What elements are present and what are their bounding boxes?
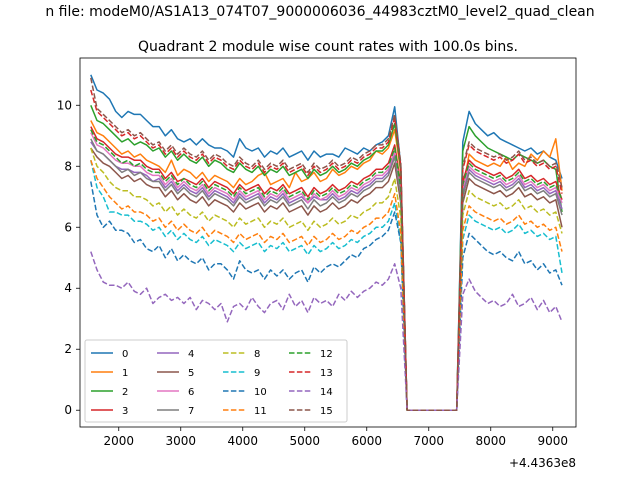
plot-frame	[79, 57, 577, 428]
figure-suptitle: n file: modeM0/AS1A13_074T07_9000006036_…	[45, 4, 594, 20]
x-tick-label: 7000	[413, 434, 444, 448]
series-line-13	[90, 89, 563, 411]
x-tick-label: 8000	[475, 434, 506, 448]
legend-label-2: 2	[122, 387, 128, 398]
series-line-1	[90, 120, 563, 411]
legend-label-10: 10	[254, 387, 267, 398]
x-tick-label: 4000	[227, 434, 258, 448]
x-tick-label: 3000	[165, 434, 196, 448]
legend-label-15: 15	[320, 406, 333, 417]
legend-label-3: 3	[122, 406, 128, 417]
x-tick-label: 6000	[351, 434, 382, 448]
series-line-6	[90, 132, 563, 411]
y-tick-label: 8	[64, 159, 72, 173]
x-tick-label: 5000	[289, 434, 320, 448]
y-tick-label: 0	[64, 403, 72, 417]
series-line-2	[90, 105, 563, 411]
series-line-9	[90, 160, 563, 411]
series-line-8	[90, 147, 563, 411]
series-line-0	[90, 74, 563, 411]
series-line-4	[90, 141, 563, 411]
series-line-12	[90, 129, 563, 411]
legend-label-12: 12	[320, 349, 333, 360]
x-tick-label: 9000	[537, 434, 568, 448]
y-tick-label: 2	[64, 342, 72, 356]
series-line-10	[90, 181, 563, 411]
legend-label-0: 0	[122, 349, 128, 360]
legend-label-8: 8	[254, 349, 260, 360]
legend-label-1: 1	[122, 368, 128, 379]
legend-label-11: 11	[254, 406, 267, 417]
y-tick-label: 10	[57, 98, 72, 112]
legend-label-7: 7	[188, 406, 194, 417]
series-line-3	[90, 126, 563, 411]
chart-title: Quadrant 2 module wise count rates with …	[138, 39, 518, 55]
plot-lines	[90, 74, 563, 411]
series-line-11	[90, 159, 563, 411]
y-tick-label: 4	[64, 281, 72, 295]
series-line-14	[90, 251, 563, 411]
legend-label-6: 6	[188, 387, 194, 398]
x-offset-label: +4.4363e8	[509, 456, 576, 470]
series-line-5	[90, 147, 563, 411]
series-line-7	[90, 138, 563, 411]
legend-label-14: 14	[320, 387, 333, 398]
legend-label-13: 13	[320, 368, 333, 379]
legend-label-5: 5	[188, 368, 194, 379]
x-tick-label: 2000	[103, 434, 134, 448]
legend-label-4: 4	[188, 349, 194, 360]
series-line-15	[90, 77, 563, 411]
legend-box	[84, 339, 348, 423]
y-tick-label: 6	[64, 220, 72, 234]
legend-label-9: 9	[254, 368, 260, 379]
